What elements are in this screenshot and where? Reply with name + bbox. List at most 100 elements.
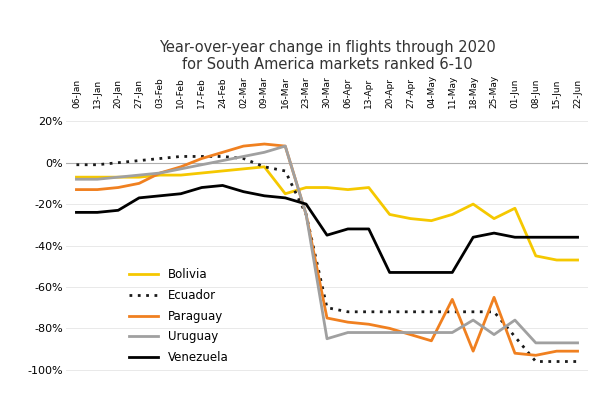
Bolivia	[177, 173, 184, 177]
Bolivia	[157, 173, 164, 177]
Paraguay	[532, 353, 539, 358]
Venezuela	[428, 270, 435, 275]
Uruguay	[219, 158, 226, 163]
Uruguay	[449, 330, 456, 335]
Venezuela	[386, 270, 393, 275]
Paraguay	[386, 326, 393, 331]
Ecuador	[115, 160, 122, 165]
Venezuela	[302, 202, 310, 206]
Ecuador	[157, 156, 164, 161]
Uruguay	[470, 318, 477, 322]
Uruguay	[240, 154, 247, 159]
Ecuador	[574, 359, 581, 364]
Paraguay	[323, 316, 331, 320]
Uruguay	[115, 175, 122, 179]
Uruguay	[407, 330, 414, 335]
Paraguay	[219, 150, 226, 155]
Ecuador	[177, 154, 184, 159]
Ecuador	[302, 212, 310, 217]
Uruguay	[177, 166, 184, 171]
Uruguay	[261, 150, 268, 155]
Venezuela	[73, 210, 80, 215]
Line: Ecuador: Ecuador	[76, 156, 578, 362]
Venezuela	[574, 235, 581, 240]
Uruguay	[198, 162, 205, 167]
Bolivia	[136, 175, 143, 179]
Venezuela	[490, 231, 497, 236]
Bolivia	[73, 175, 80, 179]
Paraguay	[157, 171, 164, 175]
Ecuador	[240, 156, 247, 161]
Ecuador	[365, 309, 373, 314]
Bolivia	[219, 169, 226, 173]
Paraguay	[94, 187, 101, 192]
Paraguay	[115, 185, 122, 190]
Venezuela	[261, 193, 268, 198]
Uruguay	[302, 212, 310, 217]
Venezuela	[470, 235, 477, 240]
Bolivia	[198, 171, 205, 175]
Venezuela	[407, 270, 414, 275]
Paraguay	[365, 322, 373, 327]
Paraguay	[490, 295, 497, 300]
Uruguay	[553, 341, 560, 345]
Ecuador	[94, 162, 101, 167]
Venezuela	[532, 235, 539, 240]
Bolivia	[94, 175, 101, 179]
Venezuela	[94, 210, 101, 215]
Paraguay	[240, 144, 247, 148]
Ecuador	[344, 309, 352, 314]
Uruguay	[574, 341, 581, 345]
Bolivia	[281, 191, 289, 196]
Ecuador	[449, 309, 456, 314]
Ecuador	[407, 309, 414, 314]
Bolivia	[574, 258, 581, 263]
Bolivia	[115, 175, 122, 179]
Bolivia	[302, 185, 310, 190]
Paraguay	[511, 351, 518, 356]
Bolivia	[428, 218, 435, 223]
Ecuador	[470, 309, 477, 314]
Venezuela	[344, 227, 352, 231]
Uruguay	[428, 330, 435, 335]
Line: Bolivia: Bolivia	[76, 167, 578, 260]
Uruguay	[94, 177, 101, 182]
Ecuador	[532, 359, 539, 364]
Venezuela	[281, 196, 289, 200]
Line: Venezuela: Venezuela	[76, 185, 578, 272]
Title: Year-over-year change in flights through 2020
for South America markets ranked 6: Year-over-year change in flights through…	[158, 40, 496, 72]
Venezuela	[219, 183, 226, 188]
Ecuador	[490, 309, 497, 314]
Venezuela	[198, 185, 205, 190]
Paraguay	[198, 156, 205, 161]
Paraguay	[470, 349, 477, 354]
Venezuela	[157, 193, 164, 198]
Ecuador	[386, 309, 393, 314]
Ecuador	[428, 309, 435, 314]
Venezuela	[323, 233, 331, 238]
Uruguay	[281, 144, 289, 148]
Venezuela	[511, 235, 518, 240]
Bolivia	[261, 164, 268, 169]
Paraguay	[574, 349, 581, 354]
Line: Uruguay: Uruguay	[76, 146, 578, 343]
Uruguay	[344, 330, 352, 335]
Bolivia	[386, 212, 393, 217]
Ecuador	[219, 154, 226, 159]
Paraguay	[449, 297, 456, 302]
Ecuador	[198, 154, 205, 159]
Paraguay	[302, 212, 310, 217]
Venezuela	[553, 235, 560, 240]
Venezuela	[449, 270, 456, 275]
Uruguay	[511, 318, 518, 322]
Uruguay	[532, 341, 539, 345]
Paraguay	[407, 332, 414, 337]
Uruguay	[157, 171, 164, 175]
Uruguay	[365, 330, 373, 335]
Bolivia	[323, 185, 331, 190]
Paraguay	[177, 164, 184, 169]
Bolivia	[511, 206, 518, 211]
Bolivia	[449, 212, 456, 217]
Venezuela	[177, 191, 184, 196]
Paraguay	[261, 142, 268, 147]
